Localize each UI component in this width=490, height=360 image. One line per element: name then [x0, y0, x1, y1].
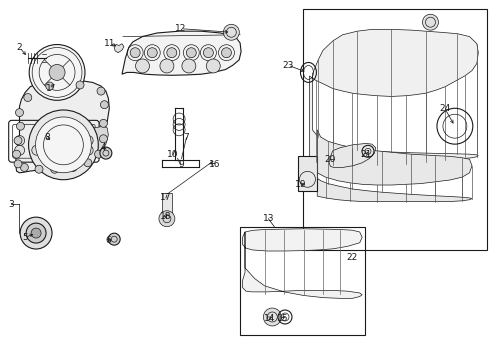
Circle shape	[95, 150, 102, 158]
Text: 21: 21	[360, 150, 372, 159]
Text: 10: 10	[167, 150, 178, 159]
Text: 15: 15	[277, 314, 289, 323]
Circle shape	[136, 59, 149, 73]
Polygon shape	[16, 80, 109, 173]
Circle shape	[49, 145, 59, 155]
Circle shape	[31, 228, 41, 238]
Text: 3: 3	[8, 200, 14, 209]
Circle shape	[36, 117, 91, 173]
Circle shape	[100, 101, 108, 109]
Text: 22: 22	[347, 253, 358, 262]
Text: 17: 17	[160, 193, 172, 202]
Circle shape	[83, 145, 93, 155]
Polygon shape	[317, 130, 472, 202]
Circle shape	[160, 59, 174, 73]
Circle shape	[24, 94, 32, 102]
Text: 23: 23	[282, 61, 294, 70]
Circle shape	[97, 87, 105, 95]
Circle shape	[13, 150, 21, 158]
Circle shape	[422, 14, 439, 30]
Circle shape	[203, 48, 213, 58]
Bar	[297, 156, 318, 191]
Text: 20: 20	[325, 155, 336, 164]
Bar	[303, 9, 487, 250]
Circle shape	[99, 120, 107, 127]
Circle shape	[29, 45, 85, 100]
Text: 24: 24	[440, 104, 451, 113]
Circle shape	[108, 233, 120, 245]
Circle shape	[26, 223, 46, 243]
Circle shape	[32, 145, 42, 155]
Circle shape	[83, 136, 93, 145]
Circle shape	[35, 165, 43, 173]
Polygon shape	[329, 143, 376, 167]
Text: 4: 4	[100, 143, 106, 152]
Circle shape	[221, 48, 231, 58]
Polygon shape	[309, 30, 478, 166]
Circle shape	[130, 48, 140, 58]
Bar	[162, 193, 172, 214]
Circle shape	[186, 48, 196, 58]
Circle shape	[206, 59, 220, 73]
Circle shape	[147, 48, 157, 58]
Text: 7: 7	[184, 133, 189, 142]
Circle shape	[76, 81, 84, 89]
Circle shape	[46, 82, 54, 90]
Text: 13: 13	[263, 214, 274, 223]
Circle shape	[84, 159, 92, 167]
Circle shape	[15, 145, 24, 155]
Polygon shape	[243, 229, 362, 298]
Text: 16: 16	[209, 161, 220, 170]
Polygon shape	[114, 44, 124, 53]
Text: 6: 6	[105, 236, 111, 245]
Circle shape	[167, 48, 177, 58]
Circle shape	[17, 122, 24, 130]
Text: 8: 8	[45, 133, 50, 142]
Circle shape	[21, 163, 28, 171]
Circle shape	[100, 147, 112, 159]
Text: 1: 1	[46, 84, 51, 93]
Polygon shape	[122, 31, 241, 75]
Text: 18: 18	[160, 212, 172, 221]
Circle shape	[20, 217, 52, 249]
Circle shape	[263, 308, 281, 326]
Circle shape	[223, 24, 239, 40]
Circle shape	[50, 165, 59, 173]
Polygon shape	[86, 126, 108, 160]
Circle shape	[14, 136, 22, 144]
Circle shape	[16, 109, 24, 117]
Text: 12: 12	[175, 24, 186, 33]
Circle shape	[66, 145, 76, 155]
Circle shape	[14, 160, 22, 168]
Circle shape	[49, 64, 65, 80]
Bar	[240, 227, 365, 335]
Circle shape	[99, 135, 107, 143]
Text: 5: 5	[23, 233, 28, 242]
Circle shape	[182, 59, 196, 73]
Circle shape	[15, 136, 24, 145]
Text: 9: 9	[179, 161, 184, 170]
Text: 19: 19	[295, 180, 307, 189]
Text: 14: 14	[264, 314, 275, 323]
Text: 2: 2	[17, 43, 23, 52]
Text: 11: 11	[103, 39, 115, 48]
Circle shape	[159, 211, 175, 227]
Circle shape	[28, 110, 98, 180]
Circle shape	[69, 163, 77, 171]
